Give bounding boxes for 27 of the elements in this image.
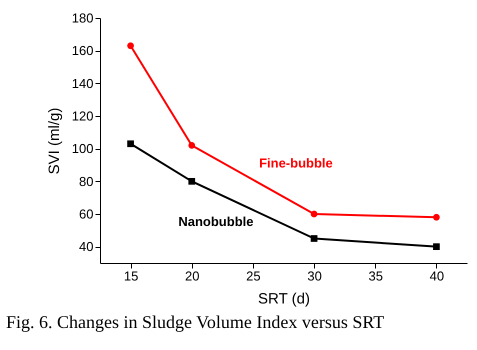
- caption: Fig. 6. Changes in Sludge Volume Index versus SRT: [6, 312, 384, 333]
- series-label: Fine-bubble: [259, 156, 333, 171]
- y-tick-label: 180: [72, 10, 94, 26]
- y-tick-label: 60: [79, 206, 94, 222]
- point: [433, 243, 440, 250]
- point: [310, 235, 318, 242]
- point: [310, 210, 318, 218]
- x-tick-label: 15: [124, 268, 138, 284]
- y-tick-label: 80: [79, 174, 94, 189]
- y-tick-label: 40: [79, 239, 94, 254]
- y-tick-label: 100: [72, 141, 94, 156]
- point: [127, 42, 134, 50]
- point: [127, 140, 134, 148]
- x-tick-label: 35: [368, 268, 383, 284]
- x-tick-label: 30: [307, 268, 322, 284]
- series-label: Nanobubble: [178, 214, 254, 229]
- y-tick-label: 160: [72, 43, 94, 58]
- x-tick-label: 40: [430, 268, 444, 284]
- point: [188, 178, 196, 185]
- y-tick-label: 140: [72, 76, 94, 91]
- y-tick-label: 120: [72, 108, 94, 124]
- x-axis-title: SRT (d): [258, 290, 310, 308]
- point: [433, 214, 440, 221]
- x-tick-label: 25: [246, 268, 261, 284]
- y-axis-title: SVI (ml/g): [46, 108, 63, 174]
- point: [188, 142, 196, 149]
- x-tick-label: 20: [185, 268, 200, 284]
